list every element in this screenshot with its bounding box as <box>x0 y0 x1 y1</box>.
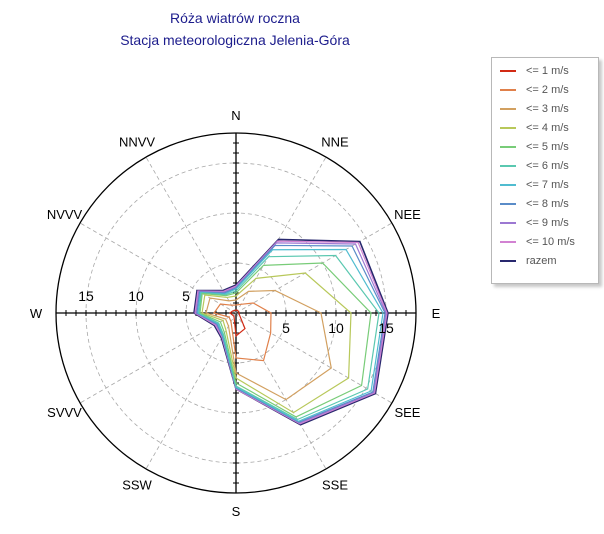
legend-item: <= 7 m/s <box>500 176 569 193</box>
chart-title: Róża wiatrów roczna <box>170 10 300 26</box>
legend-label: razem <box>526 254 557 267</box>
radial-tick-label: 10 <box>128 288 144 304</box>
legend: <= 1 m/s <= 2 m/s <= 3 m/s <= 4 m/s <= 5 m/s… <box>491 57 599 284</box>
direction-label: SSW <box>122 477 152 492</box>
legend-swatch <box>500 183 516 186</box>
direction-label: NEE <box>394 207 421 222</box>
legend-label: <= 1 m/s <box>526 64 569 77</box>
grid-spoke <box>235 312 393 404</box>
series-polygon <box>197 248 384 422</box>
series-polygon <box>199 262 372 418</box>
legend-swatch <box>500 88 516 91</box>
legend-swatch <box>500 107 516 110</box>
grid-spoke <box>145 156 237 314</box>
legend-swatch <box>500 126 516 129</box>
series-polygon <box>213 302 272 362</box>
direction-label: N <box>231 108 240 123</box>
direction-label: W <box>30 306 43 321</box>
direction-label: SEE <box>394 405 420 420</box>
direction-label: NVVV <box>47 207 83 222</box>
legend-swatch <box>500 69 516 72</box>
legend-label: <= 2 m/s <box>526 83 569 96</box>
legend-label: <= 4 m/s <box>526 121 569 134</box>
legend-label: <= 5 m/s <box>526 140 569 153</box>
series-polygon <box>205 289 332 401</box>
direction-label: NNVV <box>119 135 155 150</box>
radial-tick-label: 10 <box>328 320 344 336</box>
legend-item: <= 8 m/s <box>500 195 569 212</box>
legend-item: <= 10 m/s <box>500 233 575 250</box>
grid-spoke <box>235 312 327 470</box>
legend-swatch <box>500 221 516 224</box>
direction-label: E <box>432 306 441 321</box>
chart-subtitle: Stacja meteorologiczna Jelenia-Góra <box>120 32 350 48</box>
legend-item: <= 5 m/s <box>500 138 569 155</box>
legend-swatch <box>500 202 516 205</box>
series-polygon <box>201 272 352 414</box>
legend-label: <= 6 m/s <box>526 159 569 172</box>
series-polygon <box>194 240 388 425</box>
radial-tick-label: 5 <box>282 320 290 336</box>
legend-item: <= 9 m/s <box>500 214 569 231</box>
direction-label: SVVV <box>47 405 82 420</box>
radial-tick-label: 15 <box>78 288 94 304</box>
legend-item: <= 3 m/s <box>500 100 569 117</box>
legend-label: <= 10 m/s <box>526 235 575 248</box>
legend-item: razem <box>500 252 557 269</box>
direction-label: S <box>232 504 241 519</box>
radial-tick-label: 5 <box>182 288 190 304</box>
radial-tick-label: 15 <box>378 320 394 336</box>
legend-swatch <box>500 259 516 262</box>
legend-swatch <box>500 145 516 148</box>
series-polygon <box>229 309 246 338</box>
legend-label: <= 9 m/s <box>526 216 569 229</box>
direction-label: NNE <box>321 135 349 150</box>
legend-item: <= 2 m/s <box>500 81 569 98</box>
series-polygon <box>198 254 380 421</box>
grid-spoke <box>79 312 237 404</box>
direction-label: SSE <box>322 477 348 492</box>
legend-label: <= 3 m/s <box>526 102 569 115</box>
legend-swatch <box>500 240 516 243</box>
legend-item: <= 4 m/s <box>500 119 569 136</box>
legend-label: <= 7 m/s <box>526 178 569 191</box>
grid-spoke <box>235 222 393 314</box>
legend-item: <= 1 m/s <box>500 62 569 79</box>
legend-label: <= 8 m/s <box>526 197 569 210</box>
grid-spoke <box>235 156 327 314</box>
legend-swatch <box>500 164 516 167</box>
series-polygon <box>196 244 386 423</box>
legend-item: <= 6 m/s <box>500 157 569 174</box>
